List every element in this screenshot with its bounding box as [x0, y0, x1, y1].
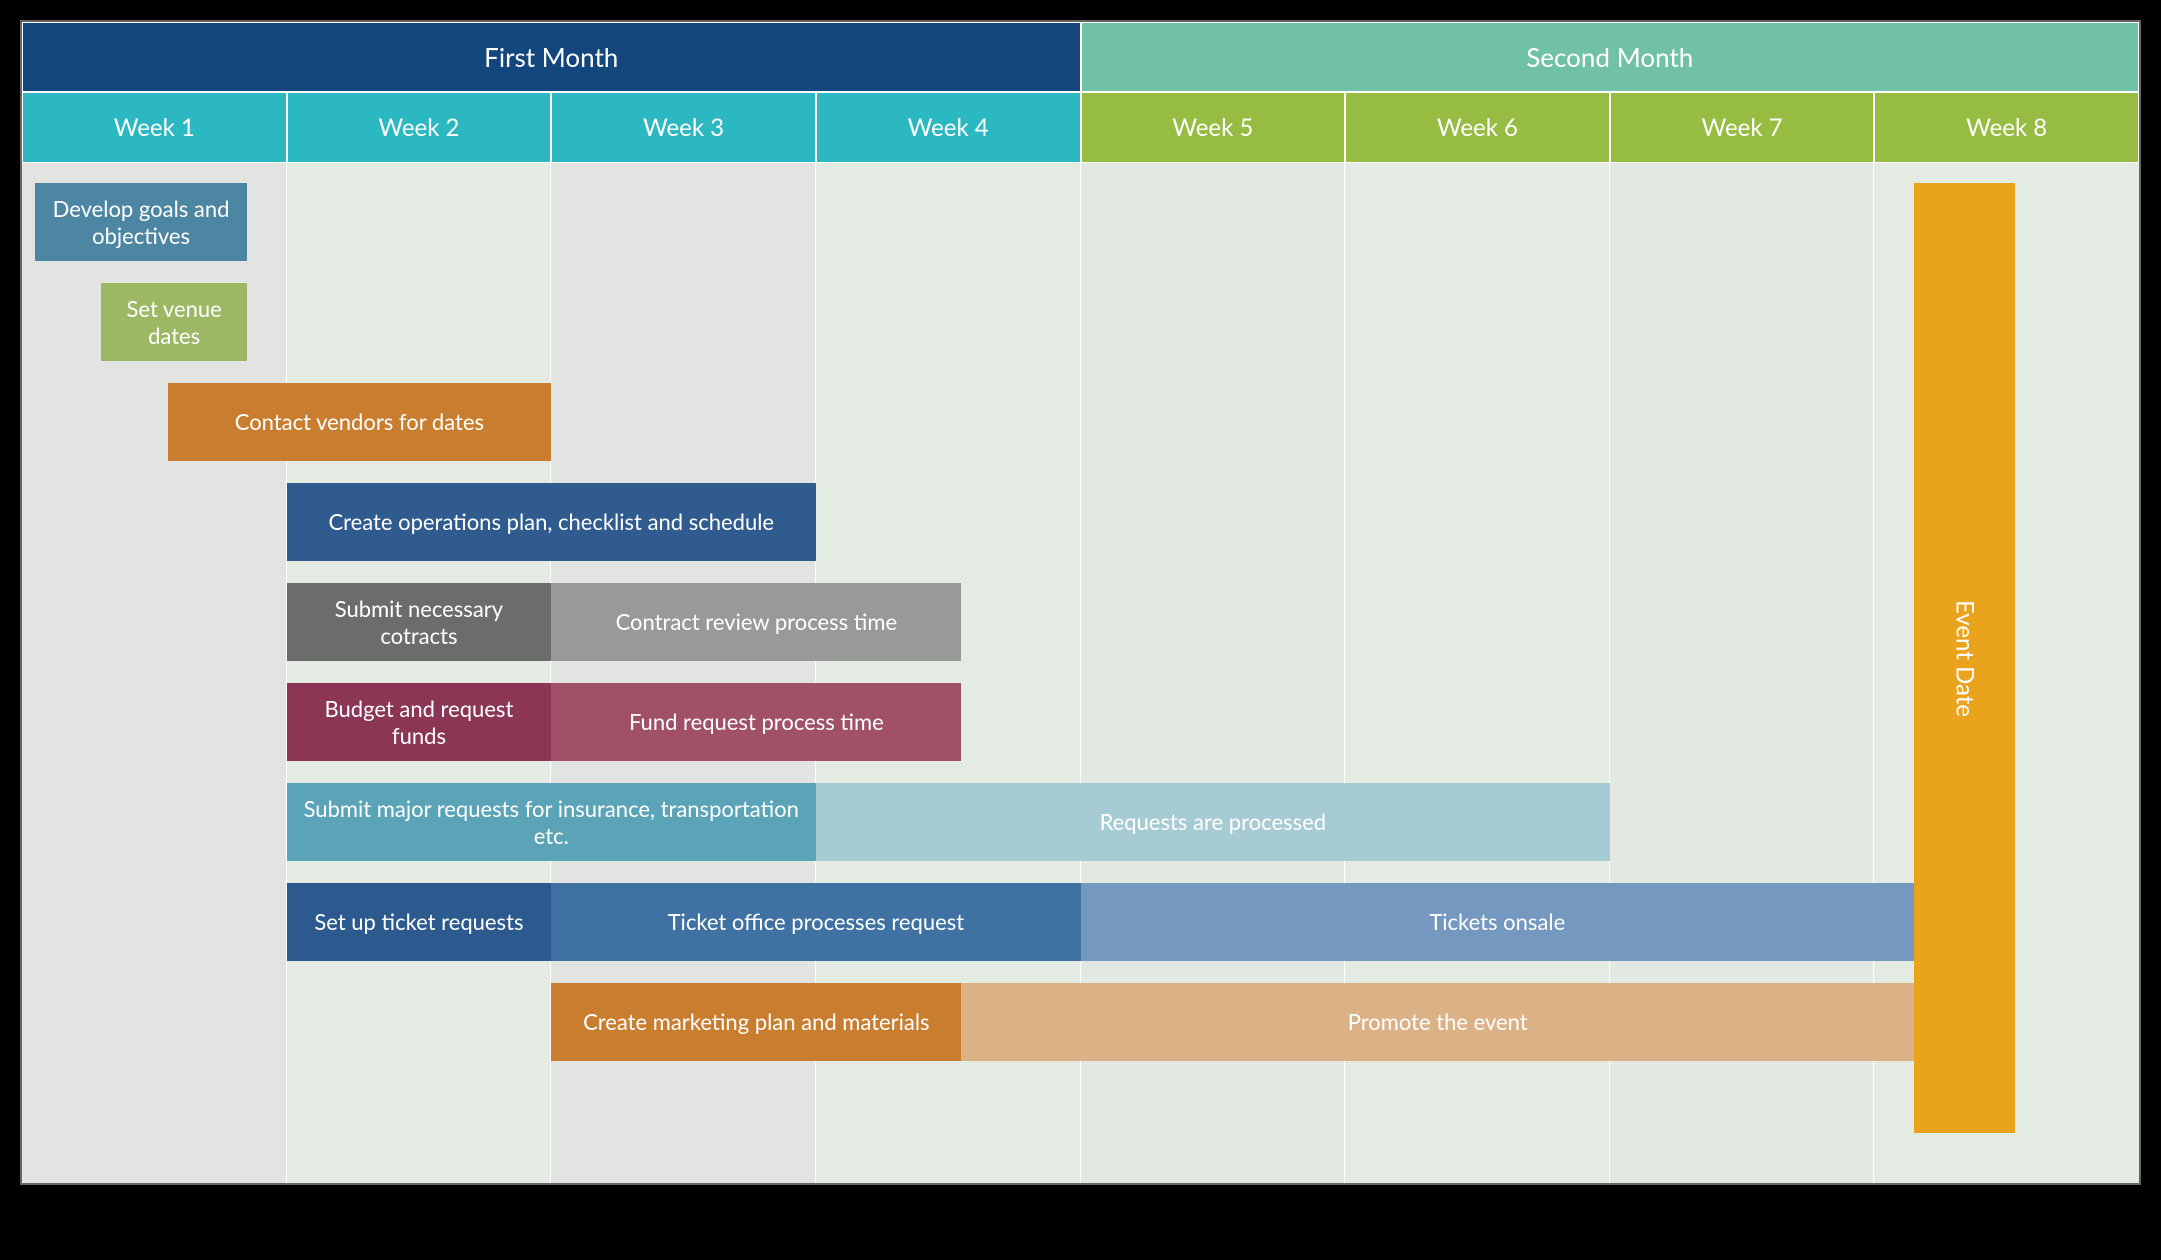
gantt-bar: Budget and request funds — [287, 683, 552, 761]
gantt-frame: First MonthSecond Month Week 1Week 2Week… — [20, 20, 2141, 1185]
gantt-bars-layer: Develop goals and objectives Set venue da… — [22, 163, 2139, 1183]
week-header-cell: Week 1 — [22, 92, 287, 163]
week-header-cell: Week 7 — [1610, 92, 1875, 163]
week-header-cell: Week 4 — [816, 92, 1081, 163]
gantt-bar: Contact vendors for dates — [168, 383, 552, 461]
week-header-cell: Week 8 — [1874, 92, 2139, 163]
week-header-row: Week 1Week 2Week 3Week 4Week 5Week 6Week… — [22, 92, 2139, 163]
week-header-cell: Week 5 — [1081, 92, 1346, 163]
gantt-grid: Develop goals and objectives Set venue da… — [22, 163, 2139, 1183]
gantt-bar: Create marketing plan and materials — [551, 983, 961, 1061]
week-header-cell: Week 6 — [1345, 92, 1610, 163]
gantt-bar: Develop goals and objectives — [35, 183, 247, 261]
event-date-bar: Event Date — [1914, 183, 2015, 1133]
gantt-bar: Set up ticket requests — [287, 883, 552, 961]
gantt-bar: Fund request process time — [551, 683, 961, 761]
gantt-bar: Contract review process time — [551, 583, 961, 661]
gantt-bar: Create operations plan, checklist and sc… — [287, 483, 816, 561]
gantt-bar: Submit major requests for insurance, tra… — [287, 783, 816, 861]
gantt-bar: Ticket office processes request — [551, 883, 1080, 961]
week-header-cell: Week 2 — [287, 92, 552, 163]
week-header-cell: Week 3 — [551, 92, 816, 163]
month-header-cell: Second Month — [1081, 22, 2140, 92]
gantt-bar: Requests are processed — [816, 783, 1610, 861]
month-header-cell: First Month — [22, 22, 1081, 92]
gantt-bar: Promote the event — [961, 983, 1914, 1061]
gantt-bar: Submit necessary cotracts — [287, 583, 552, 661]
gantt-bar: Tickets onsale — [1081, 883, 1915, 961]
month-header-row: First MonthSecond Month — [22, 22, 2139, 92]
gantt-bar: Set venue dates — [101, 283, 247, 361]
gantt-chart: First MonthSecond Month Week 1Week 2Week… — [22, 22, 2139, 1183]
